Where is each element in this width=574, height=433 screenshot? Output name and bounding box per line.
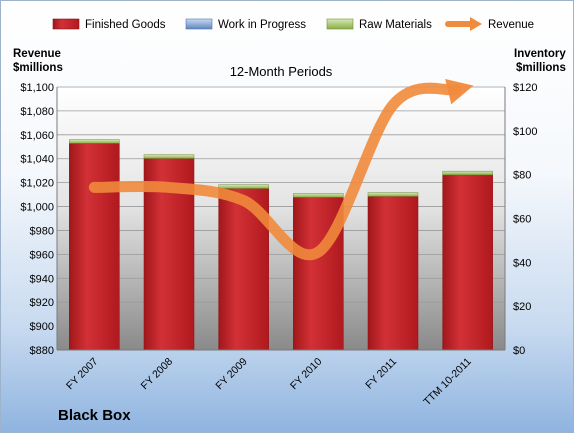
y-right-tick-label: $60 xyxy=(513,214,531,226)
y-left-tick-label: $1,080 xyxy=(20,106,54,118)
bar-raw-materials xyxy=(293,193,344,198)
chart-title: 12-Month Periods xyxy=(230,64,333,79)
x-tick-label: TTM 10-2011 xyxy=(421,356,474,409)
y-right-tick-label: $120 xyxy=(513,82,537,94)
bar-finished-goods xyxy=(442,174,493,351)
revenue-line-layer xyxy=(88,79,474,261)
y-left-tick-label: $960 xyxy=(30,249,54,261)
x-tick-label: FY 2010 xyxy=(288,356,325,393)
y-right-tick-label: $80 xyxy=(513,170,531,182)
legend-arrowhead xyxy=(470,17,482,31)
x-tick-label: FY 2008 xyxy=(139,356,176,393)
y-left-tick-label: $980 xyxy=(30,225,54,237)
bar-finished-goods xyxy=(367,196,419,351)
y-left-tick-label: $880 xyxy=(30,345,54,357)
y-right-tick-label: $100 xyxy=(513,126,537,138)
y-left-label-line1: Revenue xyxy=(13,48,61,60)
y-left-tick-label: $1,100 xyxy=(20,82,54,94)
y-right-label-line2: $millions xyxy=(516,62,566,74)
legend-label: Finished Goods xyxy=(85,19,166,31)
y-left-tick-label: $900 xyxy=(30,321,54,333)
bar-raw-materials xyxy=(69,139,120,144)
revenue-arrowhead xyxy=(445,79,474,105)
bar-raw-materials xyxy=(367,192,419,197)
y-left-tick-label: $920 xyxy=(30,297,54,309)
bar-raw-materials xyxy=(143,154,195,159)
y-left-label-line2: $millions xyxy=(13,62,63,74)
y-right-tick-label: $20 xyxy=(513,301,531,313)
legend: Finished Goods Work in Progress Raw Materi… xyxy=(52,17,534,31)
company-label: Black Box xyxy=(58,407,131,424)
y-left-tick-label: $1,040 xyxy=(20,154,54,166)
x-tick-label: FY 2009 xyxy=(213,356,250,393)
x-tick-label: FY 2011 xyxy=(363,356,399,392)
y-left-tick-label: $1,020 xyxy=(20,178,54,190)
legend-label: Raw Materials xyxy=(359,19,432,31)
bar-raw-materials xyxy=(442,170,493,176)
y-right-label-line1: Inventory xyxy=(514,48,566,60)
y-left-tick-label: $940 xyxy=(30,273,54,285)
revenue-line xyxy=(88,82,462,261)
legend-swatch xyxy=(52,18,80,30)
y-right-tick-label: $40 xyxy=(513,257,531,269)
bar-finished-goods xyxy=(69,143,120,351)
legend-swatch xyxy=(326,18,354,30)
bar-layer xyxy=(69,139,493,351)
legend-label: Revenue xyxy=(488,19,534,31)
x-tick-label: FY 2007 xyxy=(64,356,101,393)
y-left-tick-label: $1,000 xyxy=(20,202,54,214)
legend-swatch xyxy=(185,18,213,30)
y-left-tick-label: $1,060 xyxy=(20,130,54,142)
legend-label: Work in Progress xyxy=(218,19,306,31)
plot-area xyxy=(57,87,505,350)
bar-raw-materials xyxy=(218,184,269,189)
y-right-tick-label: $0 xyxy=(513,345,525,357)
